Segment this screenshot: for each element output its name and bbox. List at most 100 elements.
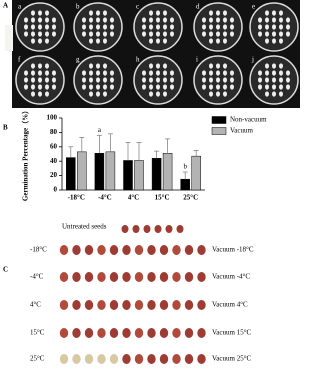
seed (97, 300, 106, 310)
seed (82, 31, 86, 37)
seed (89, 38, 93, 44)
seed (258, 77, 262, 83)
seed (265, 63, 269, 69)
seed (59, 245, 69, 255)
row-label: Vacuum 4°C (212, 301, 248, 309)
seed (97, 272, 106, 282)
seed (156, 17, 160, 23)
seed (45, 31, 49, 37)
seed (279, 38, 283, 44)
seed (265, 77, 269, 83)
seed (216, 77, 220, 83)
seed (184, 245, 194, 255)
seed (103, 63, 107, 69)
seed (96, 31, 100, 37)
seed (142, 17, 146, 23)
seed (184, 300, 194, 310)
seed (96, 91, 100, 97)
seed (84, 354, 94, 364)
seed (38, 84, 42, 90)
seed (149, 91, 153, 97)
seed (279, 63, 283, 69)
seed (110, 70, 114, 76)
seed (209, 24, 213, 30)
seed (52, 17, 56, 23)
dish-label: i (196, 56, 198, 64)
seed (122, 272, 131, 282)
seed (96, 63, 100, 69)
y-axis-label: Germination Percentage（%） (22, 107, 30, 201)
seed (89, 84, 93, 90)
seed (216, 84, 220, 90)
seed (184, 272, 194, 282)
row-label: Vacuum 15°C (212, 329, 251, 337)
seed (121, 225, 129, 233)
seed (31, 63, 35, 69)
seed (272, 63, 276, 69)
dish-label: j (251, 56, 254, 64)
seed (230, 77, 234, 83)
seed (279, 91, 283, 97)
seed (110, 17, 114, 23)
seed (82, 70, 86, 76)
x-tick-label: 4°C (128, 194, 139, 202)
bar (180, 178, 190, 191)
seed (38, 17, 42, 23)
seed (265, 24, 269, 30)
seed (52, 77, 56, 83)
bar (94, 153, 105, 191)
seed (163, 91, 167, 97)
y-tick-label: 40 (50, 157, 58, 165)
seed (223, 91, 227, 97)
seed (149, 24, 153, 30)
seed (265, 70, 269, 76)
seed (38, 38, 42, 44)
seed (172, 328, 181, 338)
seed (122, 300, 131, 310)
seed (31, 17, 35, 23)
seed (45, 17, 49, 23)
seed (172, 272, 181, 282)
seed (89, 70, 93, 76)
seed (31, 84, 35, 90)
seed (110, 31, 114, 37)
seed (163, 17, 167, 23)
seed (170, 17, 174, 23)
seed (170, 84, 174, 90)
seed (89, 10, 93, 16)
seed (163, 31, 167, 37)
seed (45, 63, 49, 69)
seed (154, 225, 162, 233)
seed (38, 70, 42, 76)
seed (52, 84, 56, 90)
seed (149, 63, 153, 69)
seed (216, 10, 220, 16)
panel-label: B (3, 124, 8, 132)
figure: A B C Germination Percentage（%） Untreate… (3, 0, 300, 364)
seed (184, 354, 194, 364)
seed (45, 10, 49, 16)
seed (209, 63, 213, 69)
seed (172, 354, 181, 364)
dish-label: e (252, 3, 255, 11)
seed (170, 31, 174, 37)
y-tick-label: 60 (50, 142, 58, 150)
seed (149, 31, 153, 37)
seed (122, 354, 131, 364)
seed (89, 77, 93, 83)
dish-label: b (76, 3, 80, 11)
seed (96, 10, 100, 16)
seed (38, 63, 42, 69)
seed (143, 225, 151, 233)
seed (97, 328, 106, 338)
seed (279, 84, 283, 90)
seed (134, 272, 144, 282)
seed (209, 70, 213, 76)
seed (82, 17, 86, 23)
seed (45, 84, 49, 90)
seed (103, 70, 107, 76)
seed (159, 354, 169, 364)
seed (265, 17, 269, 23)
seed (156, 10, 160, 16)
seed (149, 70, 153, 76)
